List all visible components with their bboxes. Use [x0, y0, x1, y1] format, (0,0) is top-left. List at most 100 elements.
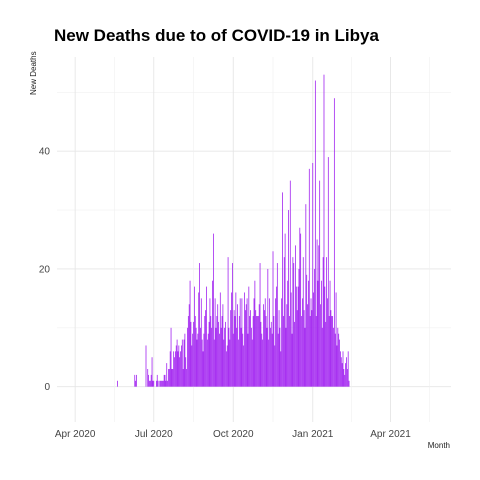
- bar: [212, 280, 213, 387]
- bar: [276, 263, 278, 387]
- bar: [189, 280, 191, 387]
- bar: [280, 351, 282, 387]
- bar: [162, 380, 163, 387]
- bar: [167, 380, 168, 387]
- bar: [337, 327, 339, 387]
- bar: [175, 345, 177, 387]
- bar: [321, 327, 323, 387]
- bar: [239, 298, 241, 387]
- y-axis-ticks: 0 20 40: [39, 147, 51, 393]
- bar: [215, 327, 217, 387]
- bar: [275, 298, 276, 387]
- bar: [321, 280, 322, 387]
- bar: [339, 339, 340, 387]
- bar: [338, 333, 340, 387]
- bar: [225, 321, 226, 387]
- bar: [236, 327, 238, 387]
- bar: [298, 268, 300, 387]
- bar: [268, 339, 270, 387]
- bar: [294, 321, 295, 387]
- bar: [152, 380, 154, 387]
- bar: [309, 316, 311, 387]
- bar: [208, 321, 210, 387]
- bar: [295, 286, 297, 387]
- bar: [232, 263, 233, 387]
- bar: [219, 292, 221, 387]
- bar: [348, 380, 350, 387]
- bar: [251, 327, 252, 387]
- bar: [192, 333, 194, 387]
- bar: [211, 327, 213, 387]
- bar: [312, 162, 314, 387]
- bar: [314, 268, 315, 387]
- bar: [346, 357, 347, 387]
- bar: [240, 327, 242, 387]
- bar: [269, 298, 270, 387]
- bar: [342, 351, 344, 387]
- bar: [164, 374, 166, 387]
- bar: [187, 327, 188, 387]
- x-tick-label: Jul 2020: [135, 429, 173, 440]
- bar: [261, 333, 263, 387]
- y-tick-label: 40: [39, 147, 51, 158]
- bar: [198, 292, 200, 387]
- bar: [282, 316, 284, 387]
- bar: [313, 292, 315, 387]
- bar: [341, 363, 343, 387]
- x-tick-label: Jan 2021: [292, 429, 334, 440]
- y-tick-label: 20: [39, 264, 51, 275]
- bar: [292, 257, 294, 387]
- bar: [344, 374, 346, 387]
- x-tick-label: Apr 2020: [55, 429, 96, 440]
- bar: [174, 357, 175, 387]
- y-tick-label: 0: [44, 382, 50, 393]
- bar: [256, 316, 257, 387]
- bar: [173, 351, 175, 387]
- bar: [329, 280, 331, 387]
- bar: [190, 321, 192, 387]
- bar: [180, 351, 181, 387]
- bar: [222, 304, 224, 387]
- bar: [181, 339, 183, 387]
- bar: [306, 274, 308, 387]
- bar: [300, 233, 302, 387]
- bar: [166, 363, 168, 387]
- bar: [221, 316, 223, 387]
- bar: [322, 257, 324, 387]
- bar: [327, 298, 328, 387]
- bar: [293, 263, 295, 387]
- bar: [289, 316, 290, 387]
- bar: [218, 321, 219, 387]
- bar: [260, 321, 262, 387]
- bar: [244, 310, 246, 387]
- bar: [204, 316, 206, 387]
- bar: [202, 351, 204, 387]
- bar: [153, 380, 155, 387]
- bar: [246, 298, 248, 387]
- bar: [252, 316, 254, 387]
- bar: [346, 369, 348, 387]
- bar: [213, 339, 215, 387]
- bar: [303, 310, 305, 387]
- bar: [314, 80, 316, 387]
- bar: [178, 345, 180, 387]
- bar: [266, 327, 268, 387]
- bar: [345, 363, 346, 387]
- bar: [223, 339, 225, 387]
- bar: [174, 351, 176, 387]
- bar: [325, 321, 327, 387]
- bar: [184, 333, 186, 387]
- chart-title: New Deaths due to of COVID-19 in Libya: [54, 26, 379, 45]
- bar: [262, 339, 264, 387]
- bar: [195, 327, 197, 387]
- bar: [319, 180, 321, 387]
- bar: [225, 351, 227, 387]
- bar: [331, 316, 333, 387]
- bar: [340, 357, 342, 387]
- bar: [270, 327, 271, 387]
- bar: [278, 310, 280, 387]
- bar: [327, 157, 329, 387]
- bar: [302, 298, 303, 387]
- bar: [217, 304, 219, 387]
